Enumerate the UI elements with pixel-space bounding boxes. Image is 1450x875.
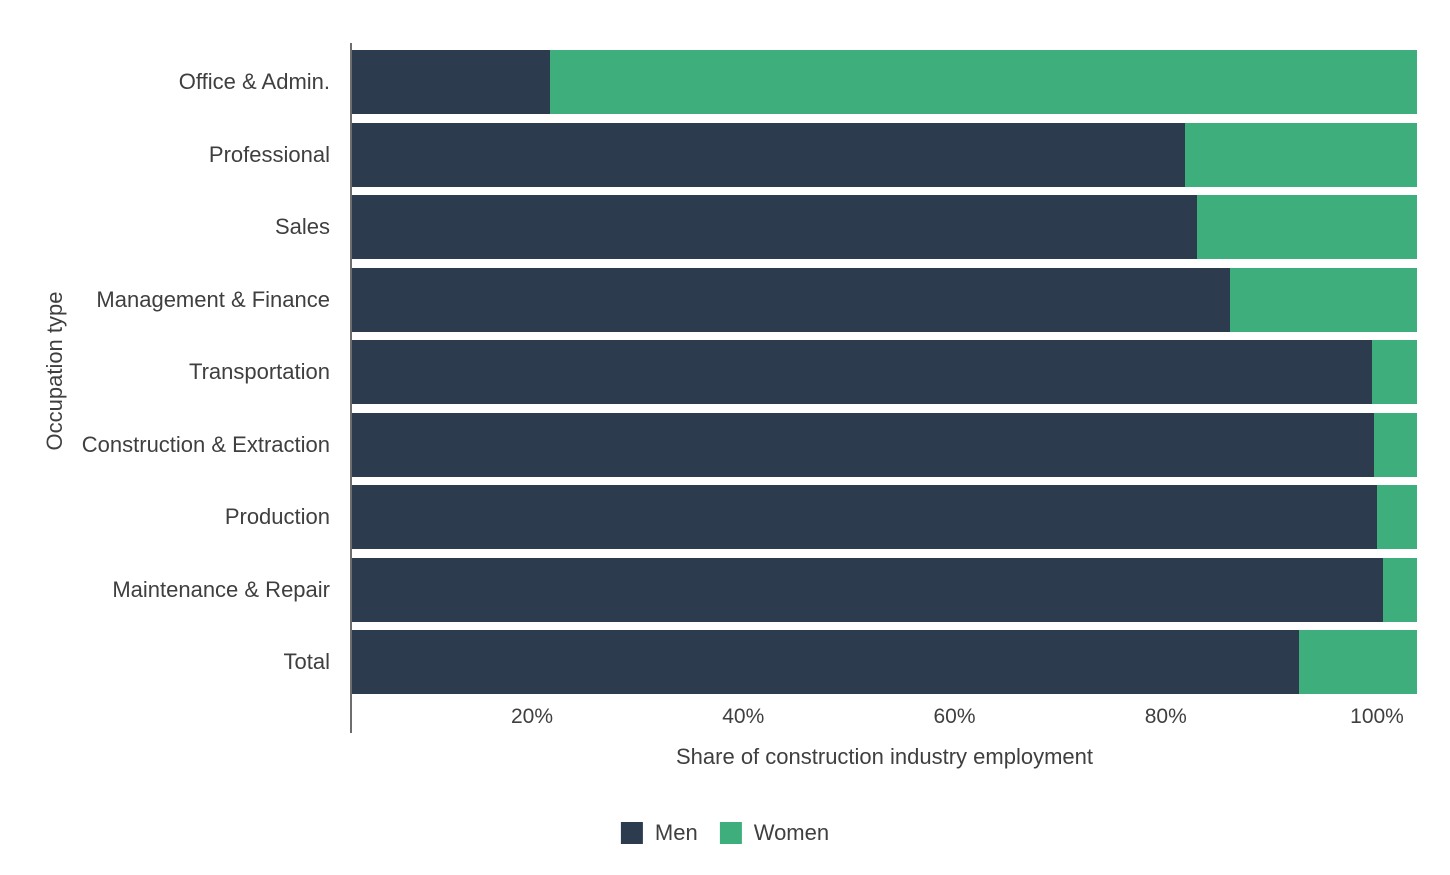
legend-label: Men xyxy=(654,820,698,845)
bar-row xyxy=(352,50,1417,114)
bar-segment-women[interactable] xyxy=(1229,267,1417,332)
plot-area xyxy=(352,50,1417,694)
bar-segment-men[interactable] xyxy=(352,267,1230,332)
category-label: Office & Admin. xyxy=(178,69,330,94)
category-label: Transportation xyxy=(188,359,330,384)
bar-segment-men[interactable] xyxy=(352,122,1185,187)
bar-segment-women[interactable] xyxy=(1196,195,1417,259)
y-axis-category-labels: Office & Admin. Professional Sales Manageme… xyxy=(0,50,330,694)
bar-segment-men[interactable] xyxy=(352,485,1377,549)
y-axis-line xyxy=(350,43,352,733)
bar-row xyxy=(352,340,1417,404)
bar-segment-women[interactable] xyxy=(1382,557,1417,622)
category-label: Professional xyxy=(208,141,330,167)
bar-row xyxy=(352,195,1417,259)
bar-segment-women[interactable] xyxy=(1376,485,1417,549)
x-axis-tick-label: 80% xyxy=(1144,705,1187,728)
category-label: Total xyxy=(283,649,330,674)
x-axis-title: Share of construction industry employmen… xyxy=(676,744,1093,769)
bar-row xyxy=(352,412,1417,477)
x-axis-tick-label: 20% xyxy=(510,705,554,728)
legend-swatch-men-icon xyxy=(620,822,643,844)
bar-segment-women[interactable] xyxy=(1372,340,1417,404)
bar-segment-women[interactable] xyxy=(1374,412,1417,477)
bar-segment-men[interactable] xyxy=(352,557,1383,622)
category-label: Maintenance & Repair xyxy=(112,576,330,602)
bar-segment-women[interactable] xyxy=(1184,122,1417,187)
bar-segment-women[interactable] xyxy=(1298,630,1417,694)
bar-segment-men[interactable] xyxy=(352,630,1299,694)
x-axis-tick-label: 100% xyxy=(1350,705,1404,728)
bar-segment-men[interactable] xyxy=(352,340,1373,404)
category-label: Production xyxy=(224,504,330,529)
legend-label: Women xyxy=(753,820,830,845)
bar-segment-men[interactable] xyxy=(352,195,1197,259)
bar-row xyxy=(352,485,1417,549)
legend: Men Women xyxy=(620,820,830,846)
x-axis-ticks: 20% 40% 60% 80% 100% xyxy=(352,705,1417,733)
legend-item-women[interactable]: Women xyxy=(719,820,830,846)
bar-row xyxy=(352,557,1417,622)
bar-row xyxy=(352,630,1417,694)
category-label: Construction & Extraction xyxy=(81,431,330,457)
bar-row xyxy=(352,267,1417,332)
legend-item-men[interactable]: Men xyxy=(620,820,698,846)
bar-segment-men[interactable] xyxy=(352,412,1375,477)
legend-swatch-women-icon xyxy=(719,822,742,844)
category-label: Management & Finance xyxy=(96,286,330,312)
category-label: Sales xyxy=(274,214,330,239)
bar-segment-men[interactable] xyxy=(352,50,551,114)
x-axis-tick-label: 40% xyxy=(722,705,765,728)
bar-segment-women[interactable] xyxy=(550,50,1417,114)
bar-row xyxy=(352,122,1417,187)
x-axis-tick-label: 60% xyxy=(933,705,976,728)
